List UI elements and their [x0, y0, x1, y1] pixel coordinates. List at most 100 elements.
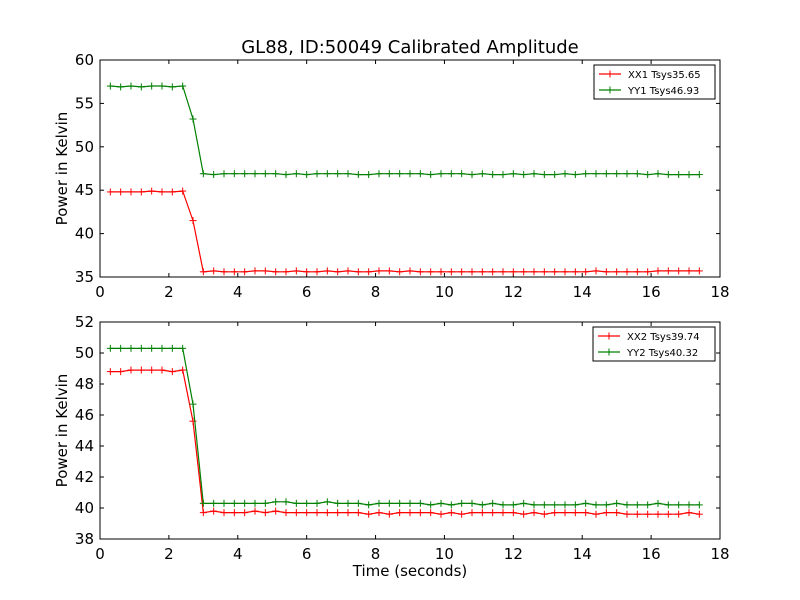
data-point	[416, 170, 424, 178]
data-point	[468, 509, 476, 517]
data-point	[509, 268, 517, 276]
y-tick-label: 42	[75, 468, 94, 486]
data-point	[272, 507, 280, 515]
y-tick-label: 50	[75, 138, 94, 156]
data-point	[396, 170, 404, 178]
data-point	[385, 267, 393, 275]
data-point	[654, 510, 662, 518]
data-point	[292, 267, 300, 275]
data-point	[499, 171, 507, 179]
data-point	[530, 170, 538, 178]
data-point	[685, 267, 693, 275]
data-point	[127, 188, 135, 196]
data-point	[292, 499, 300, 507]
data-point	[272, 268, 280, 276]
data-point	[199, 170, 207, 178]
x-tick-label: 4	[233, 283, 243, 301]
data-point	[427, 509, 435, 517]
data-point	[261, 267, 269, 275]
data-point	[613, 509, 621, 517]
data-point	[251, 499, 259, 507]
data-point	[127, 366, 135, 374]
data-point	[220, 499, 228, 507]
data-point	[644, 510, 652, 518]
data-point	[117, 188, 125, 196]
x-tick-label: 2	[164, 283, 174, 301]
data-point	[189, 115, 197, 123]
data-point	[633, 501, 641, 509]
data-point	[427, 501, 435, 509]
data-point	[354, 499, 362, 507]
data-point	[499, 501, 507, 509]
data-point	[675, 267, 683, 275]
data-point	[137, 344, 145, 352]
data-point	[644, 171, 652, 179]
y-tick-label: 40	[75, 499, 94, 517]
data-point	[582, 509, 590, 517]
data-point	[334, 499, 342, 507]
data-point	[313, 268, 321, 276]
data-point	[406, 499, 414, 507]
data-point	[427, 268, 435, 276]
data-point	[582, 499, 590, 507]
y-tick-label: 60	[75, 51, 94, 69]
data-point	[478, 268, 486, 276]
data-point	[623, 501, 631, 509]
data-point	[489, 171, 497, 179]
data-point	[272, 498, 280, 506]
data-point	[520, 171, 528, 179]
data-point	[241, 509, 249, 517]
series-line	[110, 347, 700, 506]
data-point	[613, 170, 621, 178]
data-point	[592, 501, 600, 509]
data-point	[230, 268, 238, 276]
data-point	[137, 188, 145, 196]
data-point	[292, 509, 300, 517]
x-tick-label: 18	[710, 283, 729, 301]
data-point	[148, 344, 156, 352]
data-point	[447, 509, 455, 517]
y-tick-label: 38	[75, 530, 94, 548]
data-point	[179, 366, 187, 374]
data-point	[551, 501, 559, 509]
data-point	[385, 170, 393, 178]
data-point	[664, 171, 672, 179]
data-point	[602, 268, 610, 276]
data-point	[447, 170, 455, 178]
data-point	[406, 509, 414, 517]
data-point	[561, 268, 569, 276]
data-point	[344, 267, 352, 275]
data-point	[613, 499, 621, 507]
data-point	[644, 268, 652, 276]
data-point	[396, 268, 404, 276]
data-point	[220, 170, 228, 178]
data-point	[633, 268, 641, 276]
data-point	[561, 170, 569, 178]
data-point	[148, 366, 156, 374]
data-point	[437, 268, 445, 276]
data-point	[551, 171, 559, 179]
data-point	[179, 187, 187, 195]
data-point	[489, 499, 497, 507]
data-point	[447, 501, 455, 509]
x-tick-label: 6	[302, 283, 312, 301]
data-point	[695, 267, 703, 275]
x-tick-label: 10	[435, 545, 454, 563]
data-point	[323, 509, 331, 517]
data-point	[230, 509, 238, 517]
data-point	[303, 171, 311, 179]
data-point	[127, 344, 135, 352]
data-point	[509, 170, 517, 178]
data-point	[385, 499, 393, 507]
x-axis-label: Time (seconds)	[352, 562, 468, 580]
data-point	[551, 268, 559, 276]
data-point	[685, 171, 693, 179]
data-point	[499, 268, 507, 276]
data-point	[530, 501, 538, 509]
legend-label: YY1 Tsys46.93	[627, 86, 699, 97]
data-point	[148, 82, 156, 90]
data-point	[303, 499, 311, 507]
x-tick-label: 18	[710, 545, 729, 563]
data-point	[127, 82, 135, 90]
data-point	[282, 268, 290, 276]
